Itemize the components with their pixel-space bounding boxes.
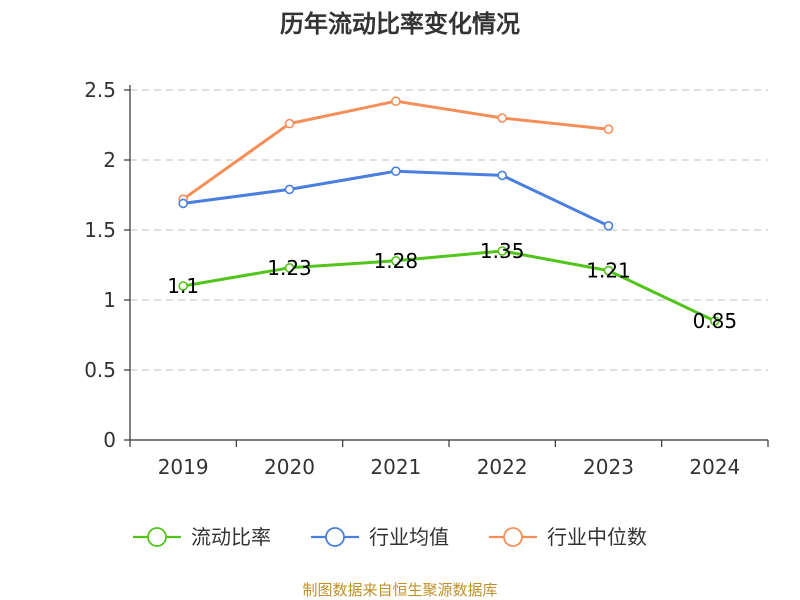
chart-title: 历年流动比率变化情况 bbox=[280, 10, 520, 38]
series-line-0 bbox=[182, 249, 716, 323]
legend-swatch-marker bbox=[325, 527, 345, 547]
legend-label: 流动比率 bbox=[191, 525, 271, 549]
data-labels: 1.1 1.23 1.28 1.35 1.21 0.85 bbox=[167, 239, 737, 333]
series-point-2 bbox=[497, 113, 507, 123]
y-tick-label: 2 bbox=[103, 148, 116, 172]
series-point-0 bbox=[284, 262, 295, 273]
series-point-1 bbox=[284, 184, 295, 195]
axes: 0 0.5 1 1.5 2 2.5 2019 2020 2021 2022 2023 2024 bbox=[84, 78, 769, 479]
legend-item-2[interactable]: 行业中位数 bbox=[489, 525, 647, 549]
legend[interactable]: 流动比率 行业均值 行业中位数 bbox=[133, 525, 647, 549]
legend-label: 行业均值 bbox=[369, 525, 449, 549]
y-tick-label: 0 bbox=[103, 428, 116, 452]
x-tick-label: 2023 bbox=[583, 455, 634, 479]
y-tick-label: 2.5 bbox=[84, 78, 116, 102]
y-tick-label: 1 bbox=[103, 288, 116, 312]
x-tick-label: 2019 bbox=[158, 455, 209, 479]
series-point-2 bbox=[284, 118, 295, 129]
legend-swatch-marker bbox=[503, 527, 523, 547]
series-point-0 bbox=[497, 246, 507, 256]
data-label: 0.85 bbox=[693, 309, 738, 333]
series-point-0 bbox=[710, 316, 720, 326]
source-note: 制图数据来自恒生聚源数据库 bbox=[302, 581, 497, 599]
series-point-1 bbox=[603, 221, 614, 231]
legend-item-1[interactable]: 行业均值 bbox=[311, 525, 449, 549]
y-tick-label: 1.5 bbox=[84, 218, 116, 242]
y-tick-label: 0.5 bbox=[84, 358, 116, 382]
x-tick-label: 2020 bbox=[264, 455, 315, 479]
data-label: 1.35 bbox=[480, 239, 525, 263]
series-point-0 bbox=[178, 281, 188, 291]
data-label: 1.1 bbox=[167, 274, 199, 298]
x-tick-label: 2021 bbox=[370, 455, 421, 479]
legend-item-0[interactable]: 流动比率 bbox=[133, 525, 271, 549]
series-point-0 bbox=[603, 265, 614, 276]
series-point-1 bbox=[497, 170, 507, 181]
series-layer bbox=[178, 96, 720, 326]
series-point-2 bbox=[391, 96, 401, 106]
legend-label: 行业中位数 bbox=[547, 525, 647, 549]
series-line-1 bbox=[182, 169, 610, 228]
data-label: 1.28 bbox=[374, 249, 419, 273]
series-point-1 bbox=[178, 198, 188, 209]
series-point-0 bbox=[391, 255, 401, 266]
data-label: 1.23 bbox=[267, 256, 312, 280]
series-point-2 bbox=[603, 124, 614, 134]
data-label: 1.21 bbox=[586, 259, 631, 283]
grid-lines bbox=[130, 89, 768, 371]
x-tick-label: 2024 bbox=[689, 455, 740, 479]
x-tick-label: 2022 bbox=[477, 455, 528, 479]
series-line-2 bbox=[182, 99, 609, 201]
legend-swatch-marker bbox=[147, 527, 167, 547]
series-point-1 bbox=[391, 166, 401, 176]
